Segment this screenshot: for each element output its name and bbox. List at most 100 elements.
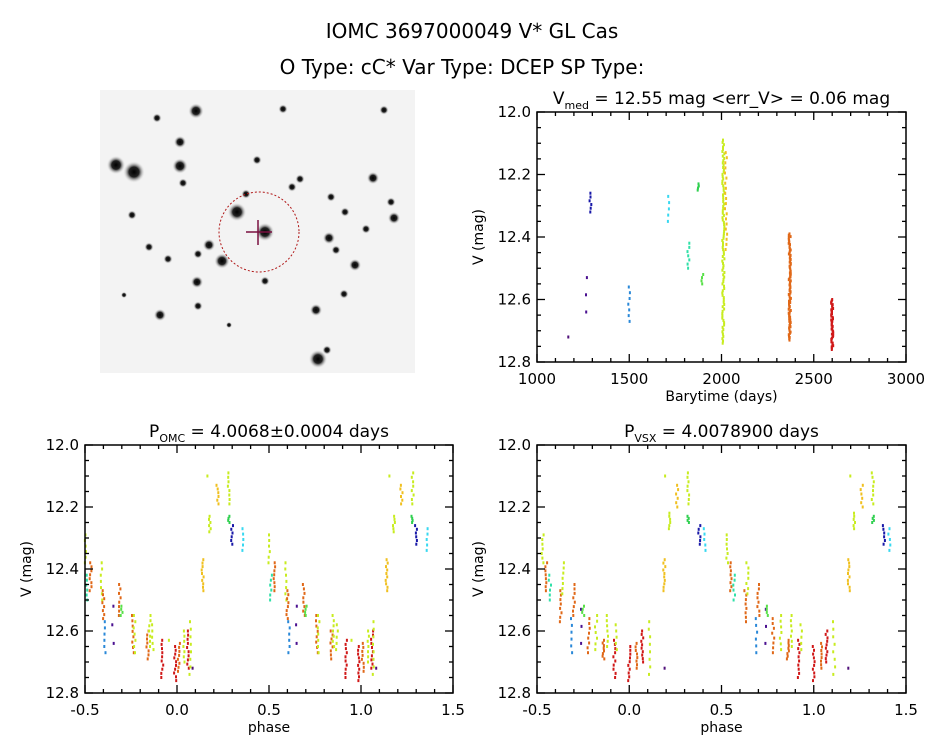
data-point [688, 258, 691, 262]
data-point [270, 588, 273, 592]
data-point [161, 655, 164, 659]
data-point [175, 675, 177, 679]
data-point [723, 227, 726, 231]
data-point [729, 569, 732, 573]
data-point [316, 629, 319, 633]
data-point [186, 662, 189, 666]
data-point [357, 679, 360, 683]
data-point [344, 667, 347, 671]
data-point [183, 650, 186, 654]
data-point [132, 651, 135, 655]
data-point [725, 237, 728, 241]
data-point [787, 649, 790, 653]
data-point [765, 607, 768, 611]
data-point [186, 629, 189, 633]
data-point [331, 614, 334, 617]
data-point [722, 220, 725, 224]
data-point [606, 645, 609, 648]
x-tick-label: 1500 [610, 370, 648, 388]
x-tick-label: 1.5 [894, 701, 918, 719]
data-point [721, 337, 724, 341]
data-point [663, 558, 666, 562]
star [387, 211, 401, 225]
axis-ticks [84, 444, 454, 694]
data-point [372, 620, 375, 624]
data-point [824, 646, 827, 650]
target-crosshair-icon [246, 220, 272, 245]
data-point [787, 252, 790, 256]
data-point [721, 216, 724, 220]
data-point [149, 639, 151, 643]
data-point [174, 667, 177, 671]
data-point [268, 550, 271, 554]
data-point [596, 614, 599, 617]
data-point [830, 340, 833, 344]
data-point [344, 676, 347, 679]
data-point [832, 635, 835, 639]
data-point [725, 217, 727, 221]
data-point [386, 568, 389, 572]
data-point [701, 276, 703, 280]
data-point [174, 648, 177, 652]
data-point [315, 614, 318, 617]
data-point [103, 613, 106, 617]
data-point [799, 623, 802, 627]
data-point [596, 619, 599, 623]
star [152, 113, 162, 123]
data-point [789, 619, 792, 623]
data-point [386, 585, 389, 589]
data-point [663, 572, 666, 575]
data-point [676, 505, 679, 509]
data-point [765, 610, 768, 614]
data-point [797, 655, 800, 659]
data-point [274, 565, 277, 569]
data-point [149, 634, 152, 638]
data-point [585, 293, 587, 297]
data-point [182, 629, 185, 633]
data-point [548, 573, 551, 577]
data-point [384, 578, 387, 582]
data-point [392, 530, 395, 534]
data-point [722, 143, 725, 147]
data-point [301, 583, 304, 586]
data-point [861, 483, 864, 487]
data-point [704, 543, 707, 547]
data-point [148, 624, 151, 628]
data-point [411, 521, 414, 524]
data-point [178, 653, 181, 657]
data-point [833, 642, 836, 646]
data-point [103, 626, 106, 630]
data-point [186, 646, 189, 649]
data-point [208, 517, 210, 521]
data-point [872, 484, 875, 488]
data-point [399, 483, 402, 487]
data-point [358, 660, 361, 664]
star [252, 155, 262, 165]
data-point [724, 161, 727, 165]
plot-frame [536, 111, 907, 363]
data-point [747, 566, 750, 570]
data-point [241, 527, 244, 531]
data-point [641, 629, 644, 633]
data-point [812, 656, 815, 660]
data-point [635, 659, 638, 663]
data-point [721, 314, 724, 318]
data-point [825, 660, 828, 664]
data-point [332, 629, 334, 633]
data-point [357, 671, 360, 675]
data-point [642, 636, 645, 640]
data-point [358, 675, 360, 679]
data-point [726, 232, 729, 236]
data-point [627, 302, 630, 306]
data-point [826, 629, 829, 633]
data-point [587, 636, 590, 640]
data-point [721, 172, 724, 176]
data-point [663, 666, 666, 670]
data-point [687, 266, 690, 270]
data-point [178, 649, 181, 653]
data-point [559, 602, 562, 606]
data-point [733, 578, 736, 582]
data-point [183, 639, 186, 643]
data-point [272, 577, 275, 581]
data-point [628, 660, 631, 664]
